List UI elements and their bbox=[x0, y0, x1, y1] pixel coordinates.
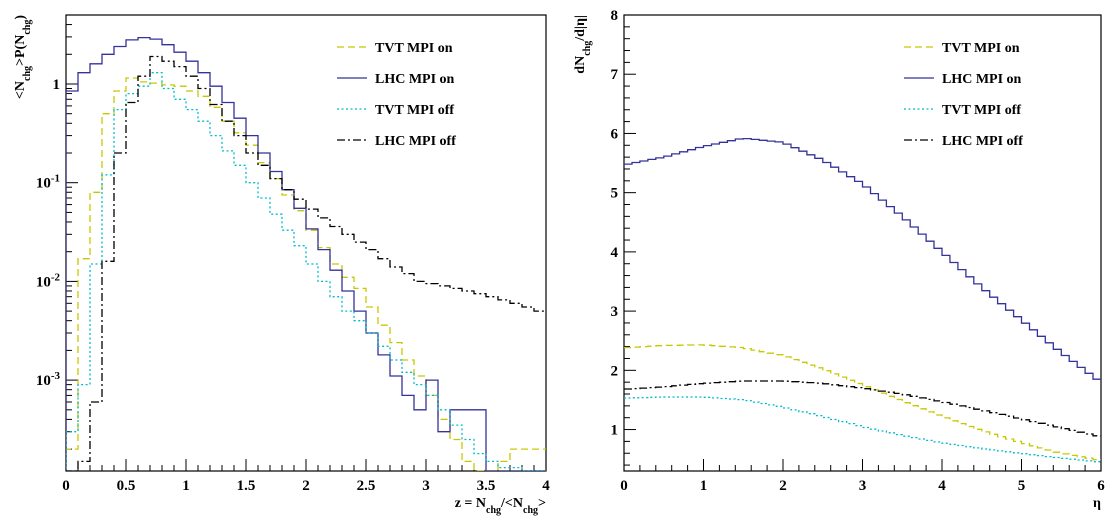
x-tick-label: 3 bbox=[422, 478, 430, 494]
series-line-lhc-mpi-on bbox=[624, 137, 1101, 380]
y-tick-label: 6 bbox=[611, 126, 619, 142]
x-tick-label: 0 bbox=[62, 478, 70, 494]
series-group bbox=[624, 137, 1101, 463]
series-line-lhc-mpi-off bbox=[66, 55, 546, 471]
y-tick-label: 8 bbox=[611, 8, 619, 24]
legend: TVT MPI on LHC MPI on TVT MPI off LHC MPI o… bbox=[337, 41, 456, 149]
plot-frame bbox=[65, 14, 547, 472]
x-tick-label: 5 bbox=[1018, 478, 1026, 494]
series-group bbox=[66, 36, 546, 471]
legend-label-tvt-mpi-off: TVT MPI off bbox=[375, 103, 454, 118]
legend-label-lhc-mpi-on: LHC MPI on bbox=[942, 72, 1022, 87]
series-line-lhc-mpi-off bbox=[624, 380, 1101, 437]
y-tick-label: 5 bbox=[611, 186, 619, 202]
y-tick-label: 10-2 bbox=[36, 271, 61, 290]
y-axis-title: dNchg/d|η| bbox=[573, 15, 593, 74]
x-tick-label: 0 bbox=[620, 478, 628, 494]
y-tick-label: 1 bbox=[611, 423, 619, 439]
x-tick-label: 1 bbox=[182, 478, 190, 494]
series-line-lhc-mpi-on bbox=[66, 36, 546, 471]
x-tick-label: 0.5 bbox=[117, 478, 136, 494]
legend-label-tvt-mpi-on: TVT MPI on bbox=[375, 41, 453, 56]
series-line-tvt-mpi-on bbox=[66, 77, 546, 471]
y-tick-label: 10-3 bbox=[36, 370, 61, 389]
series-line-tvt-mpi-on bbox=[624, 344, 1101, 461]
y-tick-label: 1 bbox=[53, 77, 61, 93]
legend-label-lhc-mpi-off: LHC MPI off bbox=[375, 134, 456, 149]
x-tick-label: 6 bbox=[1097, 478, 1105, 494]
x-tick-label: 1 bbox=[700, 478, 708, 494]
y-tick-label: 3 bbox=[611, 304, 619, 320]
x-axis-title: η bbox=[1093, 496, 1101, 511]
left-panel-multiplicity-distribution: 0 0.5 1 1.5 2 2.5 3 3.5 4 10-3 10-2 10-1 1 TVT MPI on… bbox=[13, 14, 550, 516]
x-axis-title: z = Nchg/<Nchg> bbox=[455, 496, 546, 516]
legend-label-lhc-mpi-on: LHC MPI on bbox=[375, 72, 455, 87]
y-tick-label: 7 bbox=[611, 67, 619, 83]
legend: TVT MPI on LHC MPI on TVT MPI off LHC MPI o… bbox=[904, 41, 1023, 149]
x-tick-label: 2 bbox=[302, 478, 310, 494]
legend-label-lhc-mpi-off: LHC MPI off bbox=[942, 134, 1023, 149]
x-tick-label: 3.5 bbox=[477, 478, 496, 494]
y-tick-label: 10-1 bbox=[36, 173, 60, 192]
y-axis-title: <Nchg>P(Nchg) bbox=[13, 15, 33, 99]
x-tick-label: 3 bbox=[859, 478, 867, 494]
x-tick-label: 1.5 bbox=[237, 478, 256, 494]
legend-label-tvt-mpi-on: TVT MPI on bbox=[942, 41, 1020, 56]
x-tick-label: 2.5 bbox=[357, 478, 376, 494]
series-line-tvt-mpi-off bbox=[66, 72, 546, 471]
y-tick-label: 4 bbox=[611, 245, 619, 261]
series-line-tvt-mpi-off bbox=[624, 396, 1101, 463]
legend-label-tvt-mpi-off: TVT MPI off bbox=[942, 103, 1021, 118]
x-tick-label: 4 bbox=[938, 478, 946, 494]
y-tick-label: 2 bbox=[611, 363, 619, 379]
plot-frame bbox=[623, 14, 1102, 472]
x-tick-label: 2 bbox=[779, 478, 787, 494]
x-tick-label: 4 bbox=[542, 478, 550, 494]
